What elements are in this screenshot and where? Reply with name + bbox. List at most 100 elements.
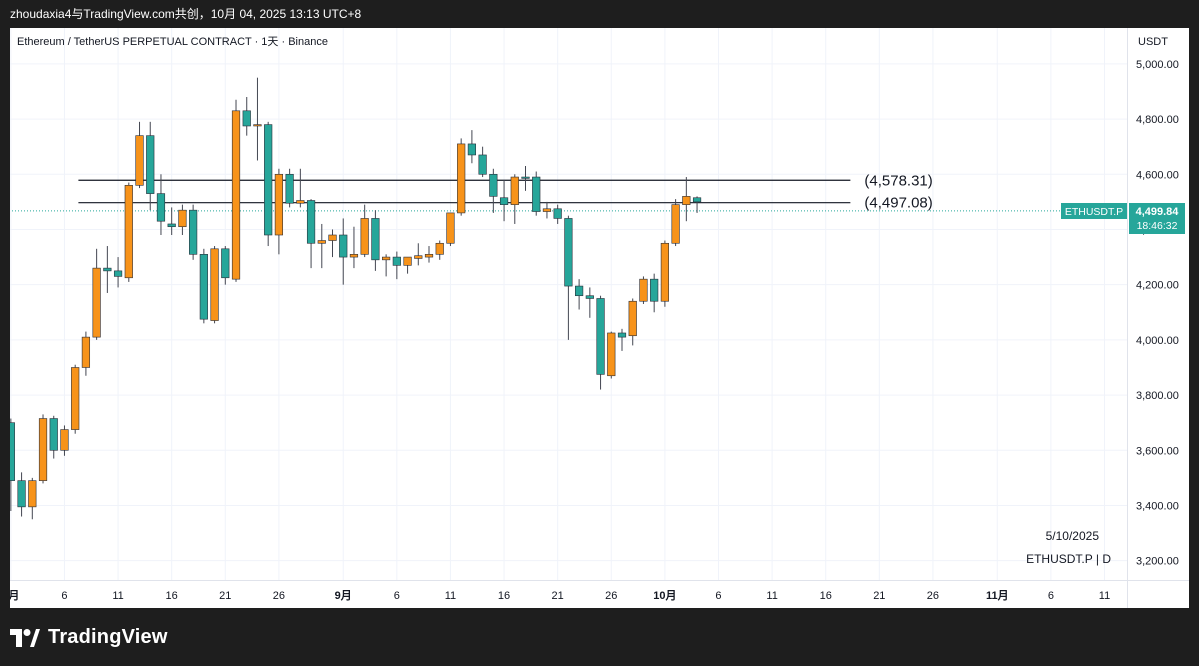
candles [0,77,702,520]
candle [210,246,219,324]
snapshot-caption: zhoudaxia4与TradingView.com共创，10月 04, 202… [10,7,362,21]
candle [575,279,584,310]
candle [650,273,659,313]
candle [328,229,337,258]
candle [189,204,198,260]
x-tick-label: 26 [927,590,939,602]
watermark-symbol: ETHUSDT.P | D [1026,552,1111,566]
candle [349,226,359,269]
x-tick-label: 6 [715,590,721,602]
candle [124,182,133,282]
candle [403,256,412,274]
y-tick-label: 5,000.00 [1136,59,1179,71]
candle [617,328,627,351]
x-tick-label: 16 [166,590,178,602]
candle [60,425,69,456]
candle [585,287,594,318]
x-tick-label: 21 [873,590,885,602]
candle [392,251,401,280]
candle [607,331,616,379]
grid-lines [10,28,1127,580]
x-tick-label: 21 [552,590,564,602]
tradingview-logo[interactable]: TradingView [10,626,168,649]
candle [671,199,680,247]
x-tick-label: 11 [445,590,456,602]
candle [231,99,241,282]
y-tick-label: 3,800.00 [1136,390,1179,402]
candle [435,240,444,260]
candle [682,177,691,222]
candle [92,248,101,340]
candle [274,168,284,255]
x-tick-label: 26 [605,590,617,602]
candle [532,171,541,216]
x-tick-label: 11月 [986,589,1009,602]
candle [521,166,530,191]
x-tick-label: 6 [61,590,67,602]
candle [146,121,155,211]
x-tick-label: 6 [1048,590,1054,602]
y-tick-label: 4,600.00 [1136,169,1179,181]
x-tick-label: 11 [1099,590,1110,602]
x-tick-label: 9月 [335,589,352,602]
x-tick-label: 16 [498,590,510,602]
candle [285,168,294,208]
currency-box[interactable] [1128,28,1189,54]
x-tick-label: 10月 [653,589,676,602]
horizontal-line-label: (4,578.31) [864,172,932,189]
candle [6,418,15,511]
candle [49,415,58,459]
chart-title: Ethereum / TetherUS PERPETUAL CONTRACT ·… [17,36,328,48]
candle [317,223,326,269]
x-tick-label: 16 [820,590,832,602]
y-tick-label: 4,800.00 [1136,114,1179,126]
footer-bar: TradingView [0,608,1199,666]
candle [242,97,251,136]
y-tick-label: 4,200.00 [1136,280,1179,292]
horizontal-line-drawings[interactable]: (4,578.31) (4,497.08) [78,172,933,212]
candle [424,246,434,263]
candle [457,138,466,216]
chart-frame: (4,578.31) (4,497.08) Ethereum / TetherUS… [0,28,1189,608]
candle [596,295,605,390]
candle [510,174,519,224]
candle [17,472,26,517]
candle [221,246,230,285]
tradingview-wordmark: TradingView [48,626,168,648]
candle [478,146,487,178]
candle [371,210,380,271]
watermark-date: 5/10/2025 [1046,529,1100,543]
x-axis[interactable]: 8月 6 11 16 21 26 9月 6 11 16 21 26 10月 6 11 16 21 26 11月 6 11 [2,589,1110,602]
candle [382,254,391,277]
candle [692,196,702,213]
candle [489,168,498,213]
candle [103,246,112,293]
y-axis[interactable]: 5,000.004,800.004,600.004,400.004,200.00… [1136,59,1179,568]
candle [660,240,669,307]
last-price-symbol-badge: ETHUSDT.P [1061,203,1127,219]
x-tick-label: 21 [219,590,231,602]
candle [71,364,80,434]
candle [306,199,316,269]
candle [113,257,123,288]
candlestick-chart[interactable]: (4,578.31) (4,497.08) Ethereum / TetherUS… [0,28,1189,608]
candle [178,204,187,235]
candle [296,168,305,208]
x-tick-label: 26 [273,590,285,602]
tradingview-logo-icon [10,628,40,647]
candle [628,298,637,346]
candle [156,174,166,235]
candle [199,248,208,324]
candle [38,414,48,484]
x-tick-label: 11 [766,590,777,602]
last-price-badge: 4,499.84 18:46:32 [1129,203,1185,234]
candle [564,215,573,340]
x-tick-label: 6 [394,590,400,602]
candle [360,204,369,258]
candle [253,77,262,161]
horizontal-line-label: (4,497.08) [864,195,932,212]
y-tick-label: 3,400.00 [1136,500,1179,512]
last-price-countdown: 18:46:32 [1137,220,1178,232]
candle [553,204,562,224]
candle [167,207,176,235]
